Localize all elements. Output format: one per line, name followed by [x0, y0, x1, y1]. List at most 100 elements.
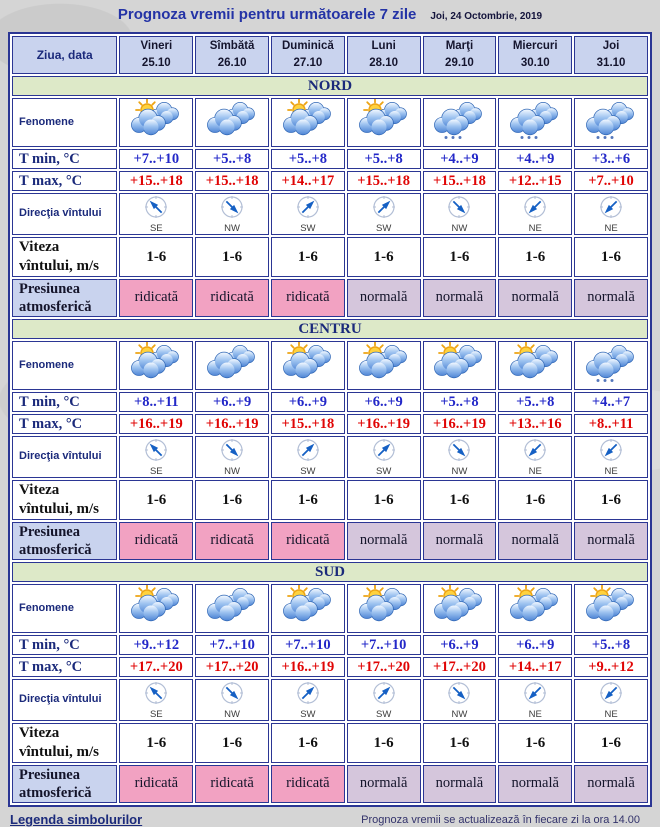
- wind-direction-text: SW: [376, 466, 392, 477]
- wind-direction-cell: NW: [422, 679, 497, 722]
- tmax-cell: +14..+17: [498, 657, 573, 678]
- tmax-cell: +16..+19: [346, 414, 421, 435]
- wind-speed-cell: 1-6: [270, 480, 345, 520]
- wind-direction-row: Direcţia vîntului SE NW SW SW NW NE NE: [12, 679, 648, 722]
- compass-ne-icon: [523, 681, 547, 709]
- tmin-cell: +8..+11: [119, 392, 194, 413]
- weather-sun-clouds-icon: [270, 98, 345, 147]
- wind-speed-cell: 1-6: [498, 723, 573, 763]
- wind-speed-cell: 1-6: [422, 480, 497, 520]
- tmin-cell: +6..+9: [346, 392, 421, 413]
- weather-sun-clouds-icon: [422, 341, 497, 390]
- compass-nw-icon: [447, 438, 471, 466]
- compass-sw-icon: [296, 681, 320, 709]
- wind-direction-row: Direcţia vîntului SE NW SW SW NW NE NE: [12, 193, 648, 236]
- legend-link[interactable]: Legenda simbolurilor: [10, 812, 143, 827]
- tmax-cell: +15..+18: [270, 414, 345, 435]
- wind-direction-text: NW: [451, 223, 468, 234]
- wind-direction-cell: NE: [498, 436, 573, 479]
- compass-sw-icon: [372, 681, 396, 709]
- pressure-cell: ridicată: [270, 764, 345, 803]
- wind-direction-label: Direcţia vîntului: [12, 193, 118, 236]
- tmax-cell: +8..+11: [574, 414, 648, 435]
- pressure-row: Presiunea atmosferică ridicată ridicată rid…: [12, 764, 648, 803]
- pressure-cell: ridicată: [195, 521, 269, 560]
- region-title: CENTRU: [12, 319, 648, 339]
- compass-nw-icon: [220, 681, 244, 709]
- wind-direction-text: NE: [604, 709, 618, 720]
- tmin-cell: +7..+10: [119, 149, 194, 170]
- weather-sun-clouds-icon: [119, 584, 194, 633]
- wind-speed-cell: 1-6: [498, 237, 573, 277]
- tmin-row: T min, °C +7..+10 +5..+8 +5..+8 +5..+8 +4..+9…: [12, 149, 648, 170]
- compass-se-icon: [144, 681, 168, 709]
- phenomena-row: Fenomene: [12, 98, 648, 147]
- compass-ne-icon: [523, 195, 547, 223]
- wind-direction-cell: SW: [346, 679, 421, 722]
- tmax-cell: +16..+19: [119, 414, 194, 435]
- pressure-cell: normală: [498, 521, 573, 560]
- phenomena-row: Fenomene: [12, 341, 648, 390]
- weather-clouds-drizzle-icon: [574, 98, 648, 147]
- wind-speed-label: Viteza vîntului, m/s: [12, 723, 118, 763]
- tmax-cell: +17..+20: [195, 657, 269, 678]
- region-row: NORD: [12, 76, 648, 96]
- tmin-row: T min, °C +8..+11 +6..+9 +6..+9 +6..+9 +5..+8…: [12, 392, 648, 413]
- tmin-cell: +6..+9: [270, 392, 345, 413]
- pressure-cell: ridicată: [119, 278, 194, 317]
- wind-speed-cell: 1-6: [498, 480, 573, 520]
- tmin-cell: +6..+9: [422, 635, 497, 656]
- wind-speed-cell: 1-6: [346, 480, 421, 520]
- wind-direction-text: NW: [451, 466, 468, 477]
- wind-direction-text: NE: [604, 466, 618, 477]
- pressure-cell: normală: [574, 521, 648, 560]
- tmax-cell: +7..+10: [574, 171, 648, 192]
- pressure-cell: ridicată: [119, 521, 194, 560]
- day-header: Joi 31.10: [574, 36, 648, 74]
- wind-direction-cell: NW: [422, 436, 497, 479]
- compass-nw-icon: [220, 438, 244, 466]
- pressure-cell: normală: [422, 278, 497, 317]
- compass-sw-icon: [296, 438, 320, 466]
- wind-direction-cell: SW: [270, 193, 345, 236]
- phenomena-row: Fenomene: [12, 584, 648, 633]
- weather-sun-clouds-icon: [270, 341, 345, 390]
- pressure-cell: normală: [574, 764, 648, 803]
- header-row: Ziua, data Vineri 25.10 Sîmbătă 26.10 Dumini…: [12, 36, 648, 74]
- tmin-cell: +4..+9: [498, 149, 573, 170]
- day-header: Sîmbătă 26.10: [195, 36, 269, 74]
- tmax-cell: +16..+19: [422, 414, 497, 435]
- compass-nw-icon: [447, 195, 471, 223]
- compass-nw-icon: [447, 681, 471, 709]
- wind-direction-text: SW: [300, 466, 316, 477]
- tmin-cell: +4..+9: [422, 149, 497, 170]
- tmax-cell: +16..+19: [195, 414, 269, 435]
- wind-speed-cell: 1-6: [346, 237, 421, 277]
- wind-direction-text: SE: [149, 466, 163, 477]
- wind-direction-cell: SW: [270, 436, 345, 479]
- pressure-row: Presiunea atmosferică ridicată ridicată rid…: [12, 521, 648, 560]
- weather-clouds-icon: [195, 584, 269, 633]
- forecast-table: Ziua, data Vineri 25.10 Sîmbătă 26.10 Dumini…: [8, 32, 652, 807]
- phenomena-label: Fenomene: [12, 98, 118, 147]
- tmin-cell: +6..+9: [195, 392, 269, 413]
- weather-clouds-icon: [195, 98, 269, 147]
- pressure-label: Presiunea atmosferică: [12, 521, 118, 560]
- tmin-cell: +6..+9: [498, 635, 573, 656]
- day-header: Marţi 29.10: [422, 36, 497, 74]
- tmin-cell: +4..+7: [574, 392, 648, 413]
- tmin-cell: +5..+8: [574, 635, 648, 656]
- tmax-cell: +15..+18: [195, 171, 269, 192]
- wind-direction-text: NE: [604, 223, 618, 234]
- region-row: CENTRU: [12, 319, 648, 339]
- compass-ne-icon: [523, 438, 547, 466]
- wind-direction-cell: SE: [119, 436, 194, 479]
- day-header: Miercuri 30.10: [498, 36, 573, 74]
- tmax-cell: +17..+20: [346, 657, 421, 678]
- tmax-row: T max, °C +16..+19 +16..+19 +15..+18 +16..+1…: [12, 414, 648, 435]
- wind-direction-cell: NW: [195, 436, 269, 479]
- compass-se-icon: [144, 438, 168, 466]
- compass-se-icon: [144, 195, 168, 223]
- weather-clouds-drizzle-icon: [574, 341, 648, 390]
- tmin-cell: +5..+8: [195, 149, 269, 170]
